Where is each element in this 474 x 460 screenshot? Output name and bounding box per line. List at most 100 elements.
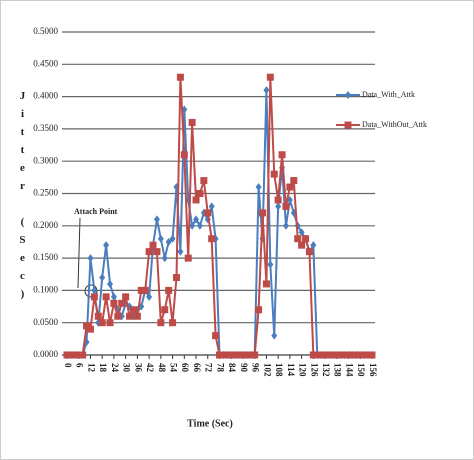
- marker: [208, 235, 216, 243]
- x-tick-label: 150: [356, 363, 366, 377]
- marker: [231, 351, 239, 359]
- y-tick-label: 0.4000: [33, 91, 58, 101]
- marker: [102, 293, 110, 301]
- marker: [161, 306, 169, 314]
- x-tick-label: 72: [204, 363, 214, 373]
- y-tick-label: 0.0500: [33, 317, 58, 327]
- marker: [67, 351, 75, 359]
- x-tick-label: 156: [368, 363, 378, 377]
- marker: [356, 351, 364, 359]
- marker: [263, 86, 270, 95]
- x-tick-label: 96: [251, 363, 261, 373]
- x-tick-label: 102: [262, 363, 272, 377]
- marker: [310, 241, 317, 250]
- marker: [153, 248, 161, 256]
- marker: [161, 254, 168, 263]
- marker: [146, 292, 153, 301]
- marker: [333, 351, 341, 359]
- marker: [309, 351, 317, 359]
- marker: [219, 351, 227, 359]
- x-tick-label: 54: [169, 363, 179, 373]
- marker: [79, 351, 87, 359]
- marker: [227, 351, 235, 359]
- marker: [298, 228, 305, 237]
- marker: [364, 351, 372, 359]
- marker: [204, 209, 212, 217]
- marker: [329, 351, 337, 359]
- marker: [286, 183, 294, 191]
- marker: [302, 235, 310, 243]
- marker: [153, 215, 160, 224]
- marker: [274, 196, 282, 204]
- marker: [290, 177, 298, 185]
- y-tick-label: 0.1500: [33, 252, 58, 262]
- marker: [266, 73, 274, 81]
- y-tick-label: 0.1000: [33, 284, 58, 294]
- marker: [189, 221, 196, 230]
- y-tick-label: 0.2000: [33, 220, 58, 230]
- marker: [341, 351, 349, 359]
- marker: [212, 332, 220, 340]
- marker: [184, 254, 192, 262]
- x-tick-label: 126: [309, 363, 319, 377]
- x-tick-label: 18: [98, 363, 108, 373]
- marker: [133, 312, 141, 320]
- marker: [165, 237, 172, 246]
- marker: [282, 202, 290, 210]
- y-tick-label: 0.0000: [33, 349, 58, 359]
- marker: [177, 247, 184, 256]
- marker: [270, 170, 278, 178]
- y-tick-label: 0.2500: [33, 188, 58, 198]
- x-axis-title: Time (Sec): [187, 418, 233, 429]
- x-tick-label: 60: [180, 363, 190, 373]
- marker: [99, 273, 106, 282]
- marker: [368, 351, 376, 359]
- x-tick-label: 36: [133, 363, 143, 373]
- x-tick-label: 24: [110, 363, 120, 373]
- x-tick-label: 0: [63, 363, 73, 368]
- y-tick-label: 0.4500: [33, 58, 58, 68]
- marker: [192, 196, 200, 204]
- y-tick-label: 0.3000: [33, 155, 58, 165]
- marker: [325, 351, 333, 359]
- marker: [169, 234, 176, 243]
- x-tick-label: 42: [145, 363, 155, 373]
- marker: [271, 331, 278, 340]
- marker: [149, 241, 157, 249]
- marker: [317, 351, 325, 359]
- marker: [275, 202, 282, 211]
- marker: [243, 351, 251, 359]
- marker: [259, 209, 267, 217]
- marker: [172, 273, 180, 281]
- marker: [122, 293, 130, 301]
- marker: [129, 306, 137, 314]
- marker: [294, 235, 302, 243]
- x-tick-label: 132: [321, 363, 331, 377]
- marker: [169, 319, 177, 327]
- marker: [321, 351, 329, 359]
- marker: [157, 319, 165, 327]
- marker: [251, 351, 259, 359]
- x-tick-label: 48: [157, 363, 167, 373]
- x-tick-label: 120: [298, 363, 308, 377]
- marker: [196, 221, 203, 230]
- marker: [348, 351, 356, 359]
- marker: [126, 312, 134, 320]
- marker: [239, 351, 247, 359]
- marker: [180, 151, 188, 159]
- marker: [94, 312, 102, 320]
- marker: [208, 202, 215, 211]
- x-tick-label: 144: [344, 363, 354, 377]
- marker: [87, 254, 94, 263]
- marker: [193, 215, 200, 224]
- marker: [267, 260, 274, 269]
- marker: [141, 286, 149, 294]
- marker: [91, 286, 98, 295]
- legend-label: Data_With_Attk: [362, 90, 415, 99]
- marker: [360, 351, 368, 359]
- marker: [106, 319, 114, 327]
- marker: [71, 351, 79, 359]
- marker: [247, 351, 255, 359]
- marker: [235, 351, 243, 359]
